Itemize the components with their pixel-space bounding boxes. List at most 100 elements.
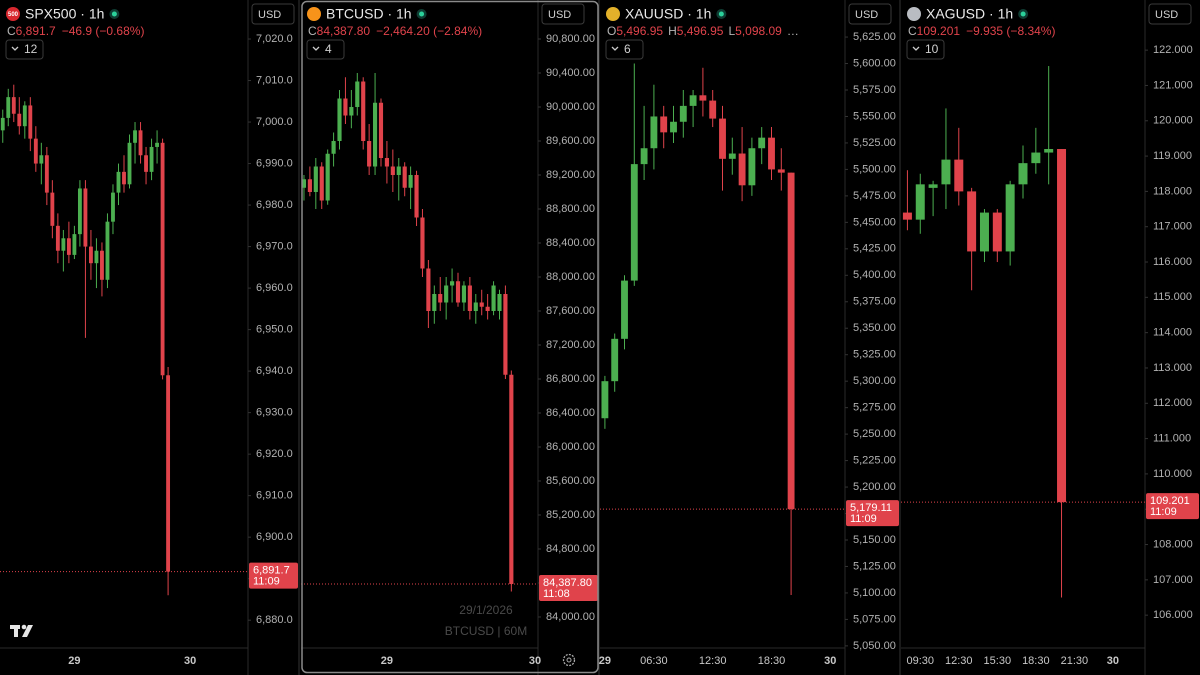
ohlc-legend: C84,387.80 −2,464.20 (−2.84%) (308, 24, 482, 38)
candle-body (473, 302, 478, 311)
symbol-title[interactable]: XAUUSD · 1h (625, 6, 711, 22)
watermark: BTCUSD | 60M (445, 624, 527, 638)
candle-body (699, 95, 707, 101)
chart-panel: 5,625.00 5,600.00 5,575.00 5,550.00 5,525.00… (599, 0, 901, 675)
y-tick-label: 5,275.00 (853, 402, 896, 414)
candle-body (94, 250, 99, 264)
status-dot (111, 11, 117, 17)
candle-body (50, 192, 55, 226)
y-tick-label: 7,000.0 (256, 116, 293, 128)
candle-body (155, 142, 159, 147)
logo-part (22, 625, 33, 637)
currency-label[interactable]: USD (1155, 9, 1178, 21)
x-tick-label: 12:30 (945, 655, 973, 667)
y-tick-label: 88,800.00 (546, 203, 595, 215)
candle-body (738, 153, 746, 186)
indicators-button[interactable] (306, 39, 345, 60)
candle-body (11, 97, 16, 114)
candle-body (941, 159, 951, 185)
chart-panel: 7,020.0 7,010.0 7,000.0 6,990.0 6,980.0 6,970… (0, 0, 300, 675)
x-tick-label: 29 (599, 655, 611, 667)
currency-label[interactable]: USD (855, 9, 878, 21)
candle-body (166, 375, 171, 572)
y-tick-label: 90,000.00 (546, 101, 595, 113)
currency-label[interactable]: USD (258, 9, 281, 21)
indicators-count[interactable]: 4 (325, 42, 332, 56)
x-tick-label: 30 (529, 655, 541, 667)
symbol-title[interactable]: XAGUSD · 1h (926, 6, 1013, 22)
y-tick-label: 5,375.00 (853, 296, 896, 308)
candle-body (758, 137, 766, 149)
currency-button[interactable] (1148, 3, 1192, 25)
candle-body (100, 250, 104, 280)
indicators-count[interactable]: 10 (925, 42, 939, 56)
candle-body (660, 116, 668, 133)
candle-body (503, 293, 508, 375)
indicators-count[interactable]: 12 (24, 42, 38, 56)
currency-label[interactable]: USD (548, 9, 571, 21)
candle-body (777, 169, 785, 173)
chart-panel: 90,800.00 90,400.00 90,000.00 89,600.00 89,2… (301, 0, 600, 675)
last-price-label: 109.201 (1150, 495, 1190, 507)
tradingview-logo (10, 624, 33, 637)
x-tick-label: 30 (1107, 655, 1119, 667)
candle-body (390, 166, 395, 176)
legend-key: C (308, 24, 317, 38)
indicators-button[interactable] (605, 39, 644, 60)
currency-button[interactable] (541, 3, 585, 25)
candle-body (709, 100, 717, 119)
candle-body (954, 159, 964, 192)
candle-body (748, 148, 756, 186)
candle-body (915, 184, 925, 220)
indicators-button[interactable] (906, 39, 945, 60)
y-tick-label: 113.000 (1153, 362, 1192, 374)
candle-body (72, 234, 77, 255)
candle-body (1031, 152, 1041, 164)
y-tick-label: 7,020.0 (256, 33, 293, 45)
symbol-title[interactable]: SPX500 · 1h (25, 6, 104, 22)
symbol-title[interactable]: BTCUSD · 1h (326, 6, 412, 22)
candle-body (337, 98, 342, 142)
countdown: 11:08 (543, 588, 570, 600)
last-price-label: 84,387.80 (543, 577, 592, 589)
candle-body (650, 116, 658, 149)
currency-button[interactable] (848, 3, 892, 25)
chevron (11, 46, 19, 51)
candle-body (1044, 149, 1054, 153)
settings-icon[interactable] (562, 653, 576, 667)
y-tick-label: 84,000.00 (546, 611, 595, 623)
x-tick-label: 12:30 (699, 655, 727, 667)
candle-body (728, 153, 736, 159)
y-tick-label: 87,200.00 (546, 339, 595, 351)
y-tick-label: 85,200.00 (546, 509, 595, 521)
candle-body (689, 95, 697, 106)
y-tick-label: 5,225.00 (853, 454, 896, 466)
indicators-count[interactable]: 6 (624, 42, 631, 56)
candle-body (307, 179, 312, 193)
candle-body (39, 155, 44, 164)
candle-body (992, 212, 1002, 252)
y-tick-label: 108.000 (1153, 538, 1193, 550)
y-tick-label: 5,400.00 (853, 269, 896, 281)
last-price-box (846, 500, 899, 527)
y-tick-label: 120.000 (1153, 115, 1193, 127)
legend-change: −46.9 (−0.68%) (62, 24, 145, 38)
candle-body (679, 105, 687, 122)
currency-button[interactable] (251, 3, 295, 25)
x-tick-label: 15:30 (984, 655, 1012, 667)
candle-body (467, 285, 472, 311)
last-price-label: 5,179.11 (850, 502, 892, 514)
indicators-button[interactable] (5, 39, 44, 60)
symbol-icon (606, 7, 620, 21)
candle-body (426, 268, 431, 311)
ohlc-legend: C109.201 −9.935 (−8.34%) (908, 24, 1055, 38)
candle-body (1057, 149, 1067, 503)
y-tick-label: 5,550.00 (853, 110, 896, 122)
x-tick-label: 18:30 (758, 655, 786, 667)
y-tick-label: 107.000 (1153, 574, 1193, 586)
candle-body (138, 130, 143, 156)
candle-body (325, 153, 330, 201)
candle-body (22, 105, 27, 127)
y-tick-label: 5,300.00 (853, 375, 896, 387)
chevron (912, 46, 920, 51)
